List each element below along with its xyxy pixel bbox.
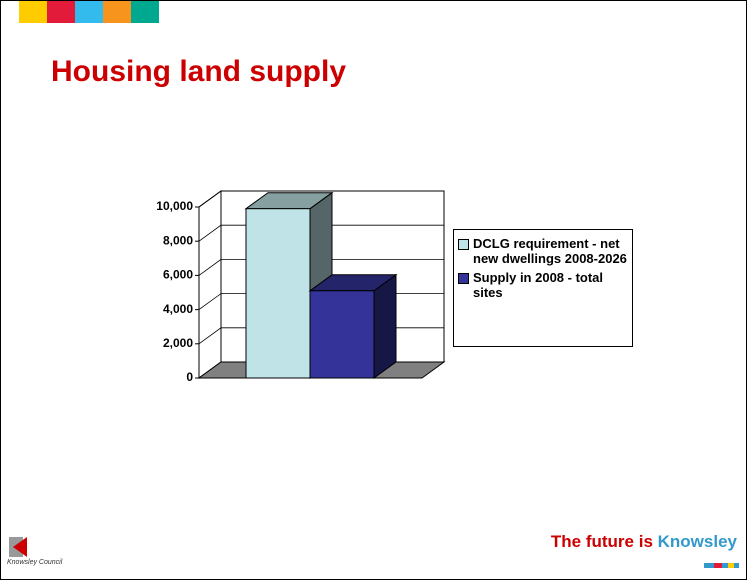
y-tick-label: 4,000 [163,302,193,316]
legend-swatch [458,273,469,284]
deco-square [131,1,159,23]
legend-entry: DCLG requirement - net new dwellings 200… [458,236,628,266]
legend: DCLG requirement - net new dwellings 200… [453,229,633,347]
deco-square [47,1,75,23]
deco-square [103,1,131,23]
y-tick-label: 8,000 [163,233,193,247]
y-tick-label: 6,000 [163,268,193,282]
brand: Knowsley [657,532,737,551]
legend-swatch [458,239,469,250]
logo-text: Knowsley Council [7,559,63,566]
legend-label: Supply in 2008 - total sites [473,270,604,300]
deco-square [75,1,103,23]
logo [13,537,27,557]
bar-side [373,273,397,379]
y-tick-label: 0 [186,370,193,384]
slide-title: Housing land supply [51,55,347,88]
bar [308,273,398,379]
deco-square [19,1,47,23]
side-wall [198,190,222,379]
grid-line [198,224,444,242]
legend-entry: Supply in 2008 - total sites [458,270,628,300]
legend-label: DCLG requirement - net new dwellings 200… [473,236,627,266]
deco-bar [728,563,734,568]
tagline-text: The future is [550,532,653,551]
grid-line [198,258,444,276]
tagline: The future is Knowsley [551,532,737,552]
bar-front [245,208,311,379]
deco-bar [714,563,722,568]
bar-front [309,290,375,379]
y-tick-label: 10,000 [156,199,193,213]
grid-line [198,190,444,208]
y-tick-label: 2,000 [163,336,193,350]
